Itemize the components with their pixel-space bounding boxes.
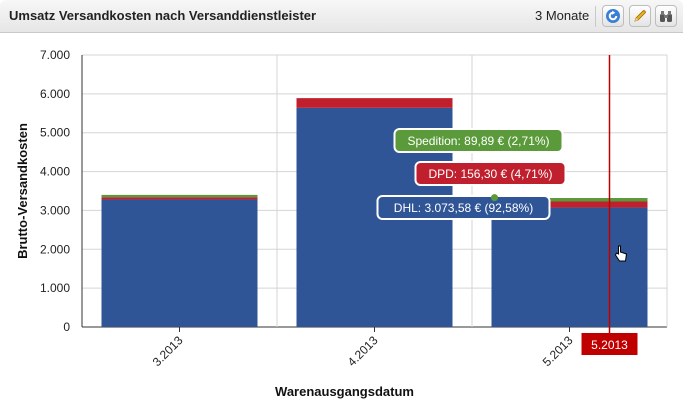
bar-spedition-5.2013[interactable] [491,198,648,202]
y-tick-label: 6.000 [40,87,70,101]
crosshair-label-text: 5.2013 [591,338,628,352]
crosshair-label: 5.2013 [581,333,638,355]
y-tick-label: 5.000 [40,126,70,140]
binoculars-icon [660,11,672,22]
chart-area: 0 1.000 2.000 3.000 4.000 5.000 6.000 7.000 3.20… [15,48,668,399]
tooltip-text: DPD: 156,30 € (4,71%) [428,167,552,181]
x-tick-label: 3.2013 [150,333,186,369]
bar-dhl-3.2013[interactable] [101,199,258,327]
bar-dhl-5.2013[interactable] [491,207,648,327]
refresh-button[interactable] [602,5,624,27]
hand-cursor-icon [614,245,628,262]
tooltip-box [376,195,551,220]
y-tick-label: 2.000 [40,242,70,256]
tooltip-box [414,161,567,186]
y-tick-label: 3.000 [40,203,70,217]
bar-spedition-3.2013[interactable] [101,194,258,198]
refresh-icon [606,9,620,23]
crosshair-label-box [581,333,638,355]
toolbar-divider [595,6,596,27]
bar-dpd-3.2013[interactable] [101,197,258,200]
y-tick-label: 1.000 [40,281,70,295]
tooltip-spedition: Spedition: 89,89 € (2,71%) [393,128,564,153]
x-tick-label: 5.2013 [540,333,576,369]
time-range-label[interactable]: 3 Monate [535,8,590,23]
x-axis-title: Warenausgangsdatum [275,384,414,399]
bar-dpd-5.2013[interactable] [491,201,648,208]
y-tick-label: 0 [63,320,70,334]
tooltip-dpd: DPD: 156,30 € (4,71%) [414,161,567,186]
tooltip-text: DHL: 3.073,58 € (92,58%) [394,201,533,215]
pencil-icon [634,9,647,22]
y-tick-label: 7.000 [40,48,70,62]
edit-button[interactable] [629,5,651,27]
y-tick-label: 4.000 [40,165,70,179]
tooltip-box [393,128,564,153]
x-tick-label: 4.2013 [345,333,381,369]
binoculars-button[interactable] [655,5,677,27]
hand-cursor-shape [614,245,628,262]
bar-dpd-4.2013[interactable] [296,98,453,108]
tooltip-text: Spedition: 89,89 € (2,71%) [407,134,549,148]
tooltip-dhl: DHL: 3.073,58 € (92,58%) [376,195,551,220]
panel-header: Umsatz Versandkosten nach Versanddienstl… [0,0,683,33]
series-marker [491,194,498,202]
y-axis-title: Brutto-Versandkosten [15,123,30,259]
panel-title: Umsatz Versandkosten nach Versanddienstl… [9,8,317,23]
